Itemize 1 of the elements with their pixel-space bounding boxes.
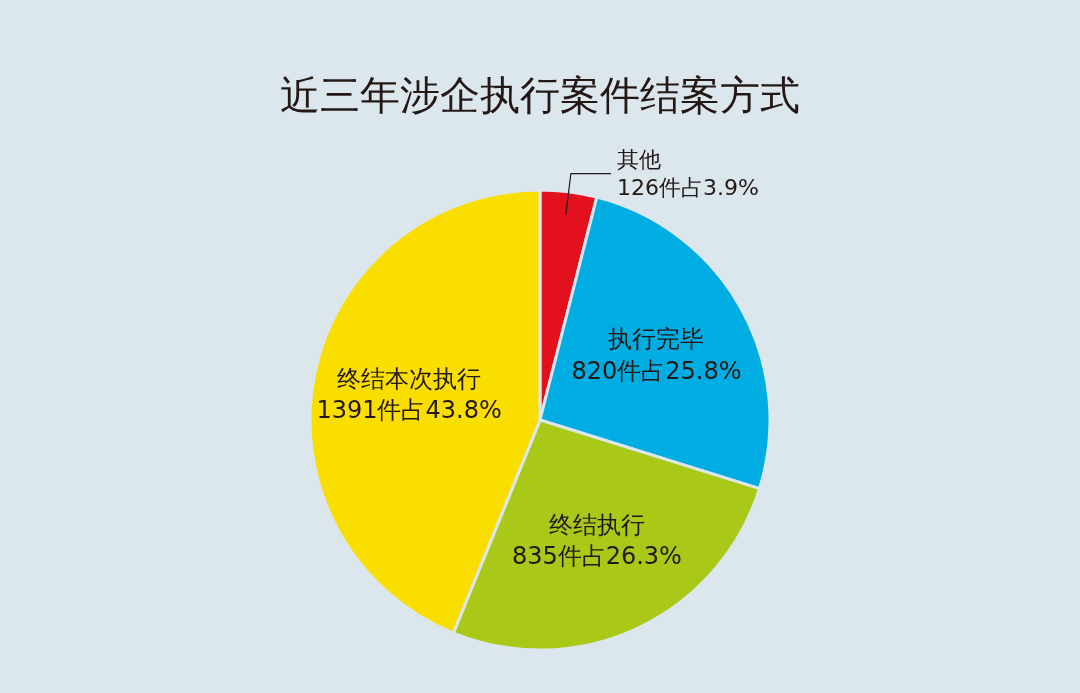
title: 近三年涉企执行案件结案方式 <box>280 72 800 118</box>
